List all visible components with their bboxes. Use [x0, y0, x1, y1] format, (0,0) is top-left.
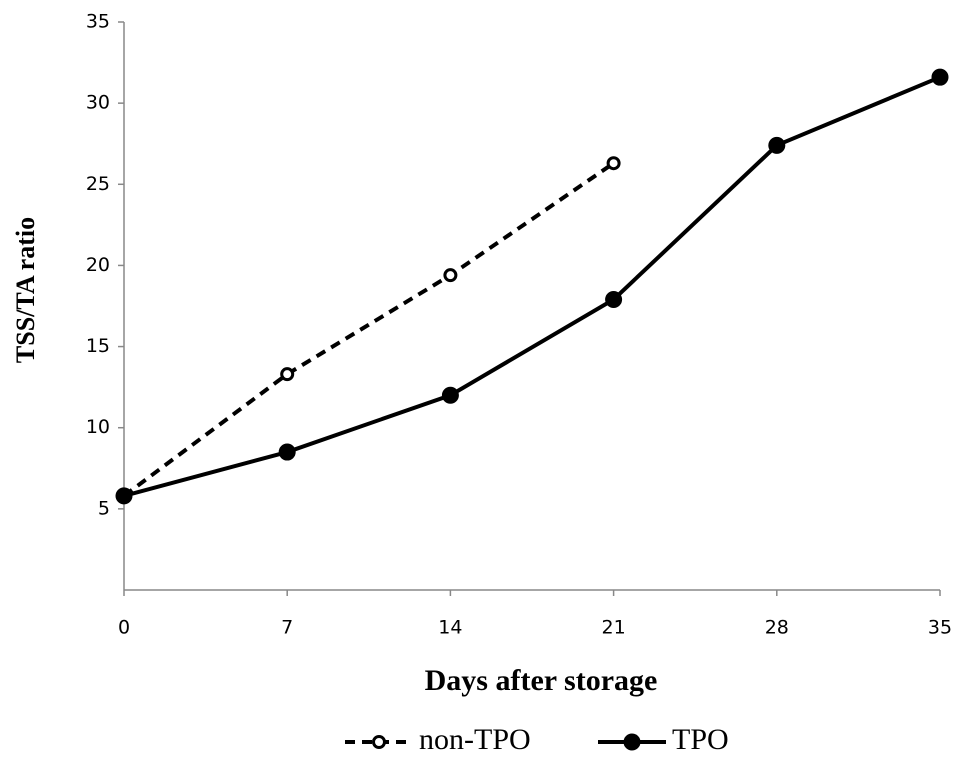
y-tick-label: 15 — [86, 335, 110, 357]
x-axis-label: Days after storage — [425, 664, 658, 697]
series-line — [122, 161, 615, 498]
x-tick-label: 7 — [281, 617, 293, 639]
point — [115, 487, 133, 505]
point — [931, 68, 949, 86]
point — [278, 443, 296, 461]
x-tick-label: 0 — [118, 617, 130, 639]
x-tick-label: 28 — [765, 617, 789, 639]
point — [280, 367, 295, 382]
point — [768, 136, 786, 154]
legend-label: non-TPO — [419, 723, 531, 756]
point — [443, 268, 458, 283]
y-tick-label: 5 — [98, 497, 110, 519]
x-tick-label: 35 — [928, 617, 952, 639]
point — [605, 291, 623, 309]
legend-marker — [623, 733, 641, 751]
y-tick-label: 25 — [86, 173, 110, 195]
y-tick-label: 10 — [86, 416, 110, 438]
x-tick-label: 21 — [602, 617, 626, 639]
x-tick-label: 14 — [438, 617, 462, 639]
legend-label: TPO — [672, 723, 729, 756]
y-tick-label: 20 — [86, 254, 110, 276]
point — [441, 386, 459, 404]
point — [606, 156, 621, 171]
legend-marker — [372, 735, 386, 749]
y-axis-label: TSS/TA ratio — [11, 217, 40, 363]
series-line — [123, 75, 941, 498]
y-tick-label: 30 — [86, 92, 110, 114]
y-tick-label: 35 — [86, 11, 110, 33]
